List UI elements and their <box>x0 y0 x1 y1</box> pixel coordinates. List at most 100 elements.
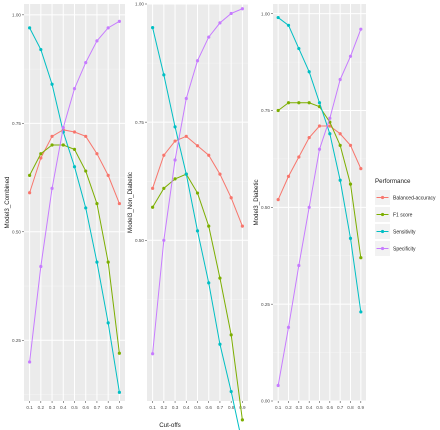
y-tick-label: 0.25 <box>261 302 270 307</box>
data-point-specificity <box>50 186 54 190</box>
data-point-balanced-accuracy <box>162 153 166 157</box>
data-point-specificity <box>307 205 311 209</box>
x-tick-label: 0.2 <box>161 405 168 410</box>
x-tick-label: 0.6 <box>83 405 90 410</box>
y-tick-label: 0.75 <box>12 121 21 126</box>
y-tick-label: 0.25 <box>12 338 21 343</box>
data-point-specificity <box>297 263 301 268</box>
data-point-specificity <box>95 39 99 43</box>
x-tick-label: 0.9 <box>116 405 123 410</box>
data-point-sensitivity <box>359 310 363 314</box>
data-point-specificity <box>39 264 43 269</box>
y-tick-label: 1.00 <box>261 11 270 16</box>
data-point-specificity <box>117 19 121 23</box>
x-tick-label: 0.6 <box>327 405 334 410</box>
x-tick-label: 0.4 <box>306 405 313 410</box>
y-axis-label: Model3_Combined <box>4 176 11 228</box>
x-tick-label: 0.1 <box>26 405 33 410</box>
x-tick-label: 0.4 <box>183 405 190 410</box>
data-point-f1-score <box>207 224 211 228</box>
data-point-f1-score <box>151 205 155 209</box>
data-point-balanced-accuracy <box>328 124 332 128</box>
legend-key-point-f1-score <box>380 212 385 217</box>
data-point-balanced-accuracy <box>276 197 280 202</box>
data-point-balanced-accuracy <box>173 139 177 143</box>
data-point-balanced-accuracy <box>317 124 322 128</box>
data-point-sensitivity <box>338 178 342 182</box>
data-point-f1-score <box>348 182 353 186</box>
data-point-f1-score <box>117 351 121 355</box>
data-point-balanced-accuracy <box>348 143 353 147</box>
data-point-specificity <box>286 325 291 330</box>
x-tick-label: 0.2 <box>38 405 45 410</box>
data-point-sensitivity <box>173 125 177 129</box>
x-tick-label: 0.7 <box>337 405 344 410</box>
data-point-sensitivity <box>28 26 32 30</box>
data-point-f1-score <box>307 101 311 105</box>
data-point-balanced-accuracy <box>28 191 32 195</box>
data-point-sensitivity <box>50 82 54 86</box>
data-point-f1-score <box>84 169 88 173</box>
data-point-specificity <box>195 59 200 63</box>
data-point-f1-score <box>286 101 291 105</box>
data-point-f1-score <box>72 147 77 151</box>
y-axis-label: Model3_Diabetic <box>253 179 260 225</box>
data-point-f1-score <box>297 101 301 105</box>
x-tick-label: 0.3 <box>49 405 56 410</box>
data-point-sensitivity <box>84 206 88 210</box>
data-point-balanced-accuracy <box>184 134 188 138</box>
data-point-balanced-accuracy <box>240 224 244 228</box>
data-point-specificity <box>72 87 77 91</box>
data-point-sensitivity <box>218 342 222 346</box>
x-tick-label: 0.8 <box>347 405 354 410</box>
legend-items: Balanced-accuracy F1 score Sensitivity Spec… <box>375 190 436 256</box>
data-point-specificity <box>338 77 342 82</box>
panel-non-diabetic: 0.50 0.75 1.00 0.1 0.2 0.3 0.4 0.5 0.6 0.7 0.8 0.9 M… <box>127 2 248 430</box>
x-tick-label: 0.5 <box>194 405 201 410</box>
y-tick-label: 0.75 <box>261 108 270 113</box>
y-tick-label: 0.50 <box>261 205 270 210</box>
data-point-balanced-accuracy <box>195 144 200 148</box>
data-point-sensitivity <box>184 172 188 176</box>
data-point-balanced-accuracy <box>95 152 99 156</box>
y-tick-label: 1.00 <box>12 12 21 17</box>
legend-key-point-specificity <box>380 246 385 251</box>
data-point-specificity <box>218 21 222 25</box>
x-tick-label: 0.6 <box>206 405 213 410</box>
legend-title: Performance <box>375 178 411 185</box>
data-point-specificity <box>348 54 353 58</box>
y-tick-label: 0.00 <box>261 399 270 404</box>
data-point-specificity <box>276 383 280 388</box>
data-point-f1-score <box>229 333 233 337</box>
data-point-balanced-accuracy <box>106 173 110 177</box>
y-axis-label: Model3_Non_Diabetic <box>127 172 134 233</box>
x-tick-label: 0.9 <box>358 405 365 410</box>
x-tick-label: 0.7 <box>217 405 224 410</box>
x-tick-label: 0.5 <box>71 405 78 410</box>
data-point-balanced-accuracy <box>84 134 88 138</box>
data-point-f1-score <box>106 260 110 264</box>
data-point-balanced-accuracy <box>338 132 342 136</box>
legend-key-point-sensitivity <box>380 229 385 234</box>
data-point-balanced-accuracy <box>297 155 301 159</box>
legend-label-balanced-accuracy: Balanced-accuracy <box>393 195 436 201</box>
data-point-balanced-accuracy <box>229 196 233 200</box>
data-point-balanced-accuracy <box>286 174 291 178</box>
data-point-balanced-accuracy <box>359 167 363 171</box>
data-point-balanced-accuracy <box>151 186 155 190</box>
x-tick-label: 0.8 <box>105 405 112 410</box>
data-point-specificity <box>328 116 332 120</box>
x-tick-label: 0.3 <box>172 405 179 410</box>
data-point-balanced-accuracy <box>218 172 222 176</box>
data-point-sensitivity <box>151 26 155 30</box>
data-point-sensitivity <box>297 46 301 51</box>
x-axis-label: Cut-offs <box>159 422 181 429</box>
data-point-specificity <box>359 27 363 31</box>
data-point-f1-score <box>95 201 99 206</box>
data-point-balanced-accuracy <box>117 201 121 206</box>
data-point-balanced-accuracy <box>39 156 43 160</box>
data-point-sensitivity <box>229 389 233 394</box>
data-point-f1-score <box>338 143 342 147</box>
y-tick-label: 0.50 <box>135 238 144 243</box>
